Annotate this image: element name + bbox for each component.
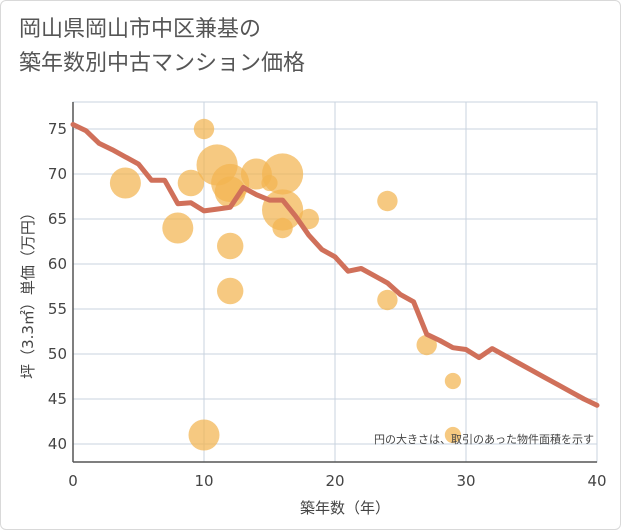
y-tick-label: 55 xyxy=(48,300,67,318)
data-bubble xyxy=(377,289,398,311)
chart-title: 岡山県岡山市中区兼基の 築年数別中古マンション価格 xyxy=(19,13,305,81)
y-tick-label: 65 xyxy=(48,210,67,228)
x-tick-label: 10 xyxy=(194,472,213,490)
x-tick-label: 40 xyxy=(587,472,606,490)
y-tick-label: 60 xyxy=(48,255,67,273)
x-axis-label: 築年数（年） xyxy=(300,499,390,517)
chart-title-line2: 築年数別中古マンション価格 xyxy=(19,51,306,76)
y-tick-label: 75 xyxy=(48,120,67,138)
data-bubble xyxy=(217,277,244,305)
chart-title-line1: 岡山県岡山市中区兼基の xyxy=(19,17,262,42)
x-tick-label: 0 xyxy=(68,472,78,490)
data-bubble xyxy=(444,426,461,444)
trend-line-group xyxy=(70,122,600,408)
data-bubble xyxy=(262,153,304,195)
data-bubble xyxy=(177,169,205,197)
data-bubble xyxy=(162,212,194,244)
x-tick-label: 20 xyxy=(325,472,344,490)
tick-labels: 0 10 20 30 40 40 45 50 55 60 65 70 75 xyxy=(48,120,607,490)
data-bubble xyxy=(444,372,461,390)
data-bubble xyxy=(217,232,244,260)
y-axis-label: 坪（3.3㎡）単価（万円） xyxy=(19,205,37,379)
data-bubble xyxy=(193,118,215,140)
y-tick-label: 50 xyxy=(48,345,67,363)
y-tick-label: 45 xyxy=(48,390,67,408)
data-bubble xyxy=(272,217,293,239)
axes xyxy=(72,102,597,463)
y-tick-label: 40 xyxy=(48,435,67,453)
data-bubble xyxy=(377,190,398,212)
grid-lines xyxy=(72,101,598,463)
bubble-size-note: 円の大きさは、取引のあった物件面積を示す xyxy=(374,432,594,446)
trend-line xyxy=(70,122,600,408)
data-bubble xyxy=(188,419,220,451)
y-tick-label: 70 xyxy=(48,165,67,183)
data-bubble xyxy=(109,167,141,199)
x-tick-label: 30 xyxy=(456,472,475,490)
data-bubble xyxy=(416,334,437,356)
data-bubbles xyxy=(109,118,461,451)
